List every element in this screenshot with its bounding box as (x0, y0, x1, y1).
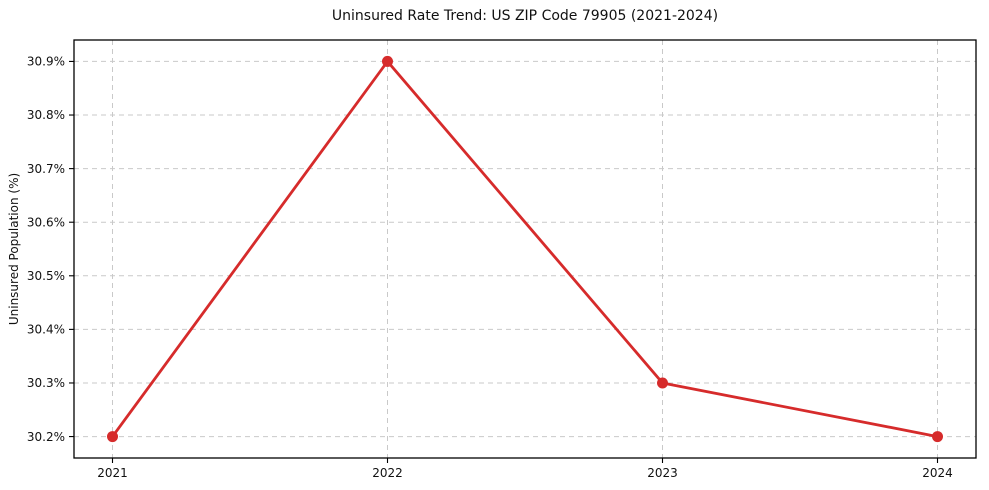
data-point-marker (657, 377, 668, 389)
data-point-marker (107, 431, 118, 443)
plot-border (73, 39, 977, 459)
x-tick-label: 2023 (647, 466, 678, 480)
y-tick-label: 30.3% (27, 376, 65, 390)
y-tick-label: 30.9% (27, 55, 65, 69)
y-tick-label: 30.2% (27, 430, 65, 444)
y-tick-label: 30.6% (27, 215, 65, 229)
data-point-marker (382, 55, 393, 67)
y-tick-label: 30.4% (27, 323, 65, 337)
data-point-marker (932, 431, 943, 443)
trend-line (111, 60, 939, 438)
x-tick-label: 2021 (97, 466, 128, 480)
x-tick-label: 2022 (372, 466, 403, 480)
chart-title: Uninsured Rate Trend: US ZIP Code 79905 … (331, 8, 719, 24)
y-tick-label: 30.8% (27, 108, 65, 122)
y-tick-label: 30.7% (27, 162, 65, 176)
y-tick-label: 30.5% (27, 269, 65, 283)
x-tick-label: 2024 (922, 466, 953, 480)
